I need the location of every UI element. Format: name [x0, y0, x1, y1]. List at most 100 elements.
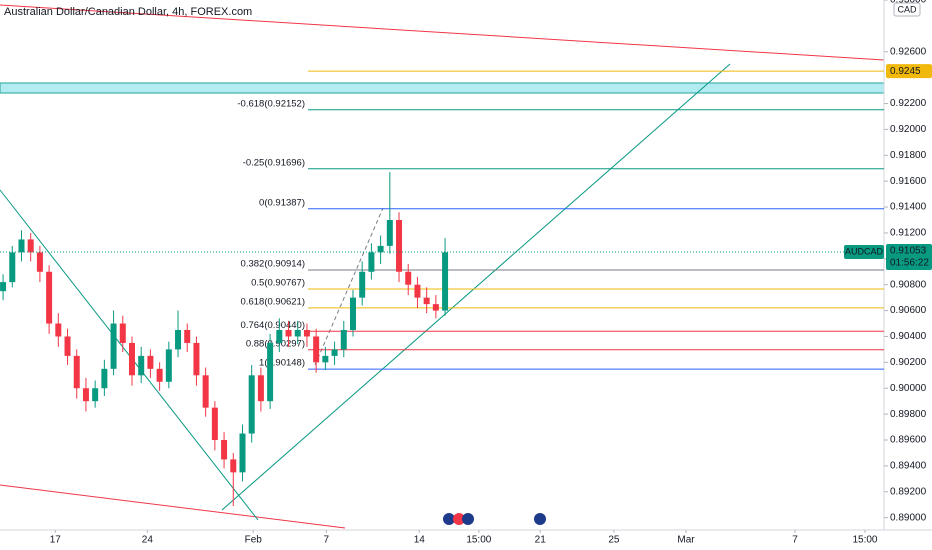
candle-body [303, 330, 310, 337]
candle-body [405, 271, 412, 285]
candle-body [147, 355, 154, 369]
fib-label: 0.382(0.90914) [241, 258, 305, 269]
fib-trend [314, 207, 384, 366]
candle-body [340, 330, 347, 350]
candle-body [0, 282, 7, 292]
zone [0, 82, 885, 94]
y-tick-label: 0.89600 [890, 435, 927, 446]
x-tick-label: 15:00 [852, 535, 877, 546]
y-tick-label: 0.92000 [890, 124, 927, 135]
currency: CAD [897, 4, 917, 14]
candle-body [386, 220, 393, 246]
candle-body [349, 297, 356, 330]
fib-label: 0.5(0.90767) [251, 277, 305, 288]
y-tick-label: 0.90600 [890, 305, 927, 316]
symbol-label: AUDCAD [845, 246, 884, 256]
candle-body [276, 330, 283, 343]
y-tick-label: 0.90400 [890, 331, 927, 342]
candle-body [165, 349, 172, 382]
candle-body [423, 297, 430, 305]
candle-body [46, 271, 53, 324]
channel-bottom [0, 484, 346, 529]
candle-body [267, 342, 274, 402]
x-tick-label: 14 [414, 535, 426, 546]
candle-body [27, 239, 34, 253]
x-tick-label: 24 [142, 535, 154, 546]
candle-body [294, 330, 301, 337]
x-tick-label: 17 [50, 535, 62, 546]
y-tick-label: 0.93000 [890, 0, 927, 6]
candle-body [377, 245, 384, 253]
event-icon [534, 513, 546, 525]
candle-body [119, 323, 126, 343]
candle-body [202, 375, 209, 408]
level-tag [886, 64, 932, 79]
y-tick-label: 0.90000 [890, 383, 927, 394]
y-tick-label: 0.91400 [890, 202, 927, 213]
candle-body [82, 388, 89, 402]
x-tick-label: 15:00 [466, 535, 491, 546]
y-tick-label: 0.91800 [890, 150, 927, 161]
channel-top [0, 4, 885, 61]
candle-body [414, 284, 421, 298]
x-tick-label: 7 [792, 535, 798, 546]
candle-body [128, 342, 135, 376]
candle-body [442, 252, 449, 311]
candle-body [322, 355, 329, 363]
candle-body [55, 323, 62, 337]
events [443, 513, 546, 525]
x-tick-label: Mar [677, 535, 695, 546]
countdown: 01:56:22 [890, 258, 929, 269]
fib-label: 0.764(0.90440) [241, 320, 305, 331]
fib-label: 0.618(0.90621) [241, 296, 305, 307]
y-tick-label: 0.89400 [890, 461, 927, 472]
candle-body [92, 388, 99, 402]
candle-body [18, 239, 25, 253]
y-tick-label: 0.90200 [890, 357, 927, 368]
x-tick-label: 25 [608, 535, 620, 546]
fib-label: 0(0.91387) [259, 197, 305, 208]
chart-title: Australian Dollar/Canadian Dollar, 4h, F… [4, 6, 252, 18]
y-tick-label: 0.92600 [890, 46, 927, 57]
candle-body [396, 220, 403, 272]
candle-body [175, 330, 182, 350]
fib-label: 1(0.90148) [259, 358, 305, 369]
y-tick-label: 0.91200 [890, 228, 927, 239]
y-tick-label: 0.92200 [890, 98, 927, 109]
fib-label: 0.88(0.90297) [246, 338, 305, 349]
candle-body [110, 323, 117, 369]
trend-line [221, 63, 731, 511]
drawings [0, 4, 885, 529]
candle-body [230, 459, 237, 473]
level-tag-label: 0.9245 [890, 66, 921, 77]
symbol-tag [844, 244, 884, 259]
price-tag-label: 0.91053 [890, 246, 927, 257]
candle-body [64, 336, 71, 356]
x-tick-label: 21 [535, 535, 547, 546]
y-tick-label: 0.89000 [890, 512, 927, 523]
event-icon [453, 513, 465, 525]
candle-body [359, 271, 366, 298]
candle-body [432, 304, 439, 311]
candle-body [193, 342, 200, 376]
fib-label: -0.25(0.91696) [243, 157, 305, 168]
candle-body [331, 349, 338, 356]
candle-body [368, 252, 375, 272]
y-tick-label: 0.89800 [890, 409, 927, 420]
x-tick-label: 7 [324, 535, 330, 546]
candle-body [138, 355, 145, 376]
candle-body [239, 433, 246, 473]
candle-body [257, 375, 264, 402]
y-tick-label: 0.89200 [890, 486, 927, 497]
event-icon [462, 513, 474, 525]
candle-body [156, 368, 163, 382]
candle-body [184, 330, 191, 343]
candle-body [313, 336, 320, 363]
fib-label: -0.618(0.92152) [237, 98, 305, 109]
candle-body [73, 355, 80, 389]
candle-body [285, 330, 292, 337]
candle-body [9, 252, 16, 283]
price-tag [886, 243, 932, 270]
y-tick-label: 0.91600 [890, 176, 927, 187]
